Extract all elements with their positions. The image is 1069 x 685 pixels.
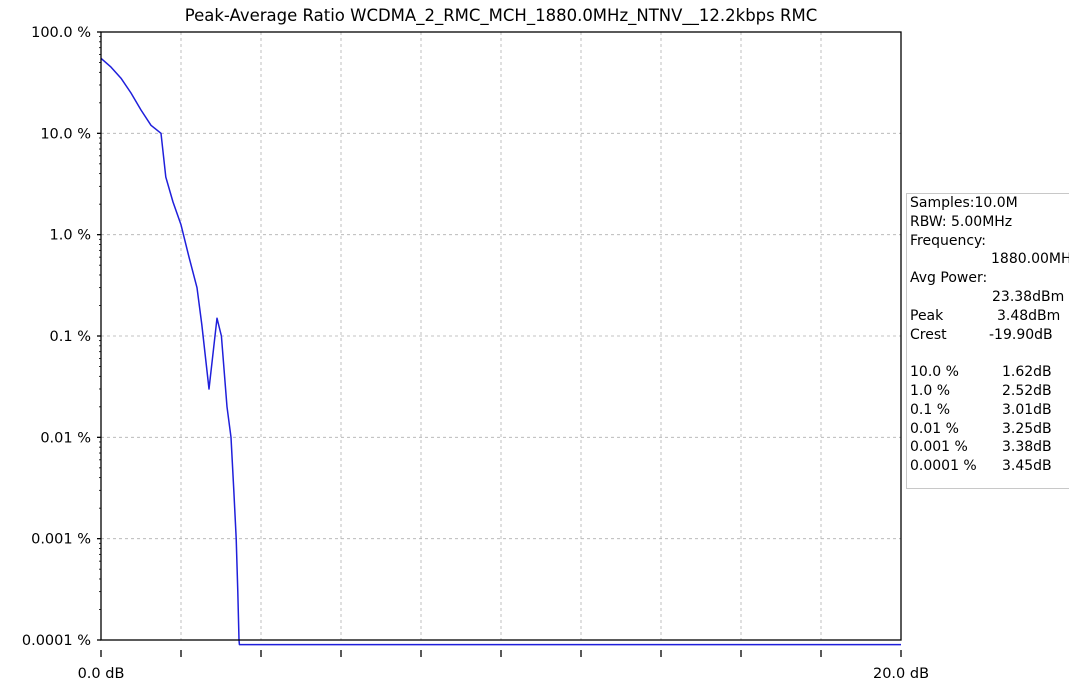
ccdf-percent: 10.0 %: [910, 364, 959, 381]
y-tick-label: 100.0 %: [31, 25, 91, 41]
y-tick-label: 0.01 %: [40, 430, 91, 446]
series-layer: [100, 57, 901, 646]
y-tick-label: 0.001 %: [31, 532, 91, 548]
ccdf-db: 3.01dB: [1002, 401, 1052, 418]
ccdf-percent: 1.0 %: [910, 382, 951, 399]
ccdf-percent: 0.0001 %: [910, 458, 977, 475]
chart-title: Peak-Average Ratio WCDMA_2_RMC_MCH_1880.…: [185, 6, 817, 26]
peak-value: 3.48dBm: [997, 307, 1061, 324]
rbw-text: RBW: 5.00MHz: [910, 213, 1013, 230]
measurement-info-panel: Samples:10.0M RBW: 5.00MHz Frequency: 18…: [906, 193, 1069, 489]
ccdf-percent: 0.1 %: [910, 401, 951, 418]
ccdf-table: 10.0 % 1.62dB 1.0 % 2.52dB 0.1 % 3.01dB 0.01 %…: [907, 363, 1069, 476]
y-tick-label: 1.0 %: [50, 228, 91, 244]
ccdf-row: 0.1 % 3.01dB: [907, 401, 1069, 420]
ccdf-db: 1.62dB: [1002, 364, 1052, 381]
y-tick-label: 10.0 %: [40, 126, 91, 142]
info-spacer: [907, 344, 1069, 363]
avg-power-value: 23.38dBm: [992, 288, 1065, 305]
ccdf-row: 10.0 % 1.62dB: [907, 363, 1069, 382]
ccdf-row: 0.001 % 3.38dB: [907, 438, 1069, 457]
series-line: [100, 57, 901, 646]
x-tick-label: 20.0 dB: [873, 666, 929, 682]
ccdf-row: 0.01 % 3.25dB: [907, 420, 1069, 439]
frequency-value: 1880.00MHz: [991, 251, 1069, 268]
ccdf-db: 3.25dB: [1002, 420, 1052, 437]
x-tick-label: 0.0 dB: [78, 666, 125, 682]
frequency-label: Frequency:: [910, 232, 987, 249]
ccdf-row: 1.0 % 2.52dB: [907, 382, 1069, 401]
peak-label: Peak: [910, 307, 944, 324]
avg-power-label: Avg Power:: [910, 270, 988, 287]
axis-layer: 100.0 % 10.0 % 1.0 % 0.1 % 0.01 % 0.001 % 0.00…: [22, 25, 929, 682]
ccdf-db: 3.45dB: [1002, 458, 1052, 475]
ccdf-row: 0.0001 % 3.45dB: [907, 457, 1069, 476]
ccdf-db: 2.52dB: [1002, 382, 1052, 399]
ccdf-percent: 0.001 %: [910, 439, 968, 456]
grid-lines: [101, 32, 901, 640]
y-tick-label: 0.1 %: [50, 329, 91, 345]
ccdf-percent: 0.01 %: [910, 420, 959, 437]
samples-text: Samples:10.0M: [910, 195, 1018, 211]
y-tick-label: 0.0001 %: [22, 633, 91, 649]
crest-value: -19.90dB: [989, 326, 1053, 343]
crest-label: Crest: [910, 326, 947, 343]
ccdf-db: 3.38dB: [1002, 439, 1052, 456]
